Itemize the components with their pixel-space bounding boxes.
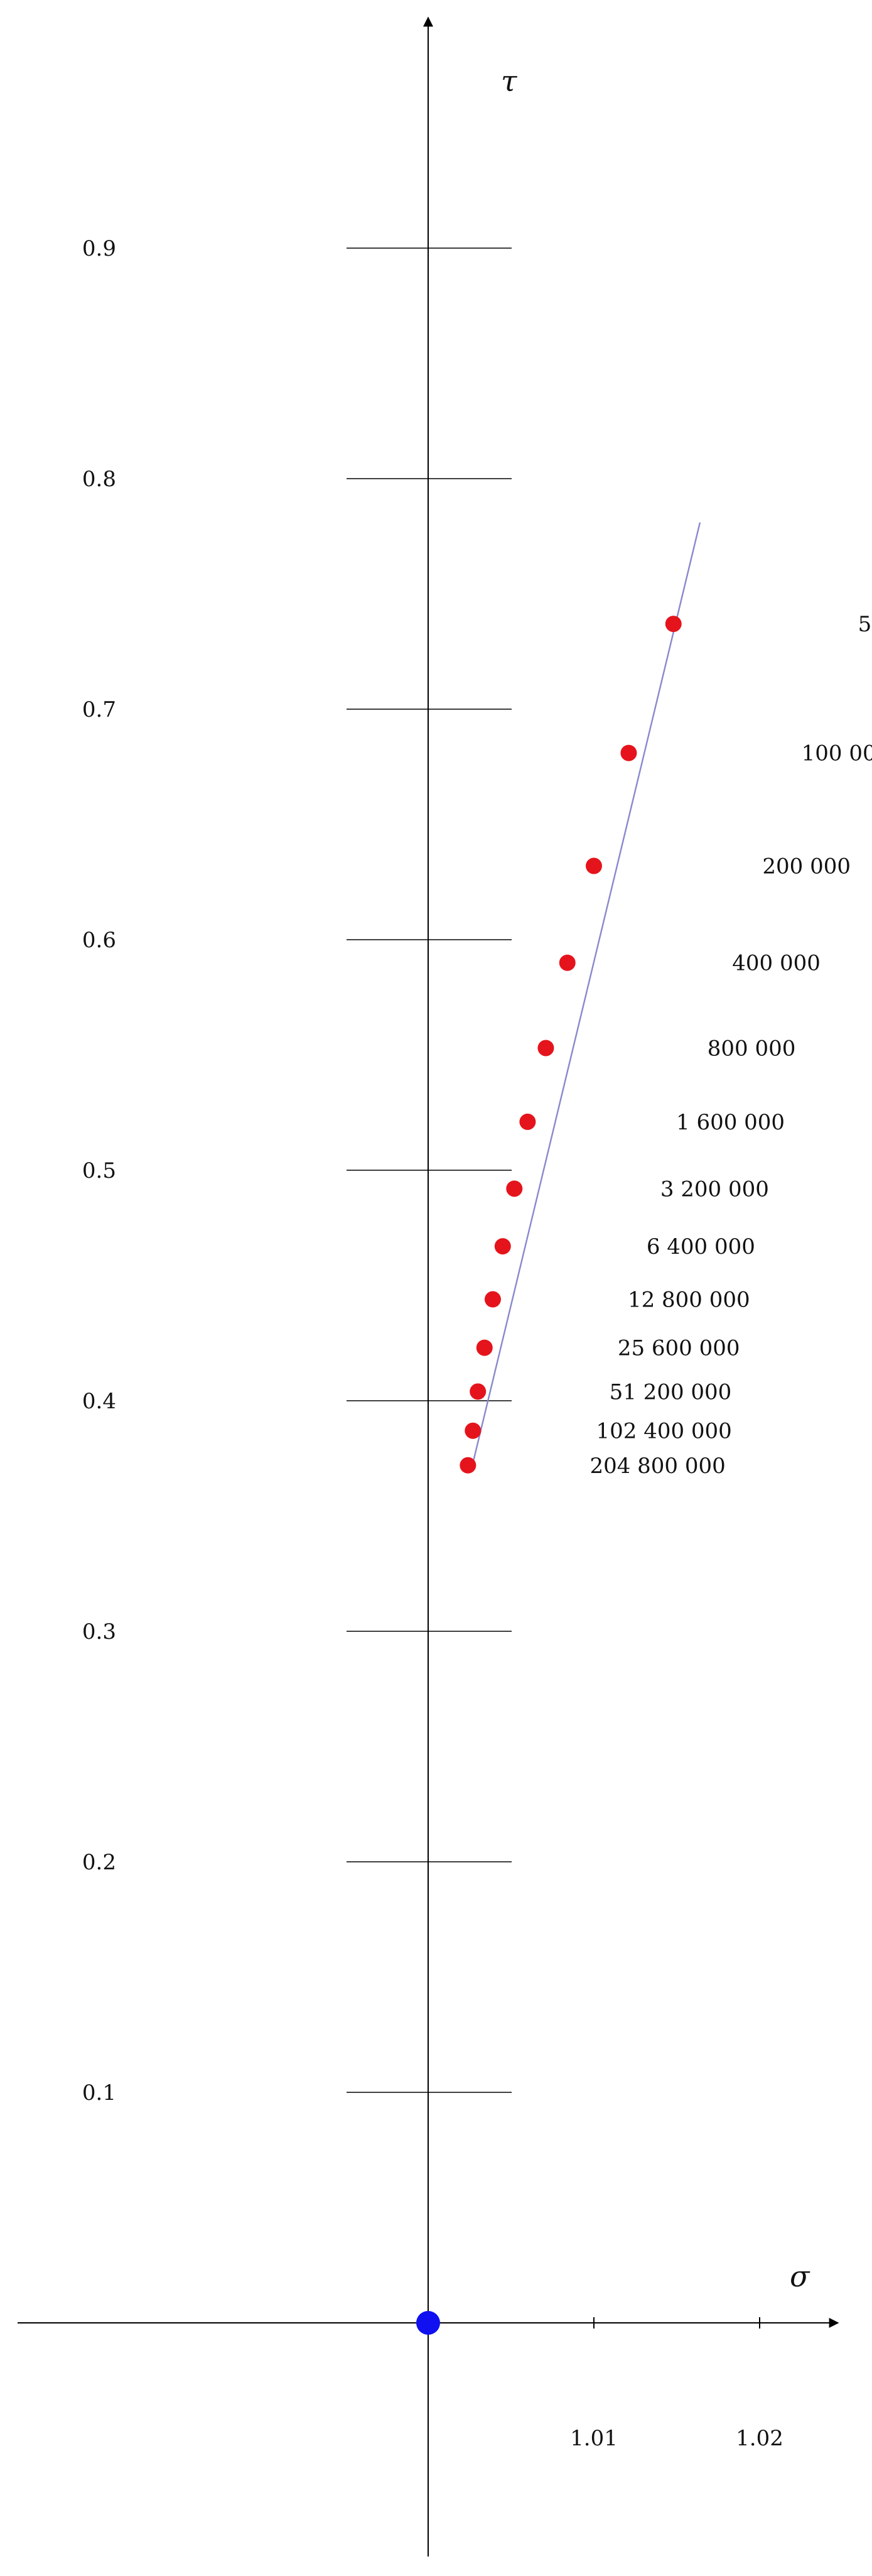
data-point xyxy=(519,1113,536,1130)
data-point-label: 102 400 000 xyxy=(596,1419,732,1444)
data-point xyxy=(620,744,637,761)
data-point xyxy=(559,954,576,971)
data-point-label: 400 000 xyxy=(732,951,821,976)
data-point-label: 25 600 000 xyxy=(618,1336,740,1361)
y-tick-label: 0.8 xyxy=(82,467,116,492)
tick-labels: 0.1 0.2 0.3 0.4 0.5 0.6 0.7 0.8 0.9 1.01 1.02 xyxy=(82,236,783,2451)
y-tick-label: 0.6 xyxy=(82,928,116,953)
data-point xyxy=(494,1238,511,1255)
fit-line-group xyxy=(470,522,701,1470)
origin-marker xyxy=(416,2311,440,2335)
data-point-label: 204 800 000 xyxy=(589,1454,725,1479)
data-point xyxy=(537,1040,554,1057)
data-point-label: 3 200 000 xyxy=(660,1177,769,1202)
data-point xyxy=(586,857,602,874)
point-labels: 50 000 100 000 200 000 400 000 800 000 1 600 … xyxy=(589,612,872,1479)
y-tick-label: 0.1 xyxy=(82,2080,116,2106)
fit-line xyxy=(470,522,701,1470)
data-point-label: 800 000 xyxy=(708,1036,796,1061)
data-point-label: 50 000 xyxy=(858,612,872,637)
x-tick-label: 1.01 xyxy=(570,2426,618,2451)
x-axis-title: σ xyxy=(790,2259,810,2293)
y-tick-label: 0.3 xyxy=(82,1619,116,1644)
y-tick-label: 0.9 xyxy=(82,236,116,261)
x-tick-label: 1.02 xyxy=(736,2426,783,2451)
y-tick-label: 0.4 xyxy=(82,1389,116,1414)
data-points xyxy=(460,616,682,1474)
data-point xyxy=(484,1291,501,1308)
data-point-label: 100 000 xyxy=(802,741,872,766)
data-point xyxy=(470,1383,487,1400)
data-point-label: 200 000 xyxy=(762,854,851,879)
y-tick-label: 0.5 xyxy=(82,1158,116,1183)
data-point xyxy=(465,1422,482,1439)
y-tick-label: 0.2 xyxy=(82,1850,116,1875)
data-point-label: 51 200 000 xyxy=(610,1379,732,1405)
origin-marker-group xyxy=(416,2311,440,2335)
data-point xyxy=(506,1180,523,1197)
y-tick-marks xyxy=(347,247,760,2329)
data-point xyxy=(460,1457,476,1474)
data-point-label: 6 400 000 xyxy=(647,1234,755,1259)
data-point-label: 12 800 000 xyxy=(628,1288,750,1313)
y-tick-label: 0.7 xyxy=(82,697,116,722)
data-point xyxy=(665,616,682,633)
data-point xyxy=(476,1339,493,1356)
data-point-label: 1 600 000 xyxy=(676,1110,785,1135)
y-axis-title: τ xyxy=(501,64,518,98)
